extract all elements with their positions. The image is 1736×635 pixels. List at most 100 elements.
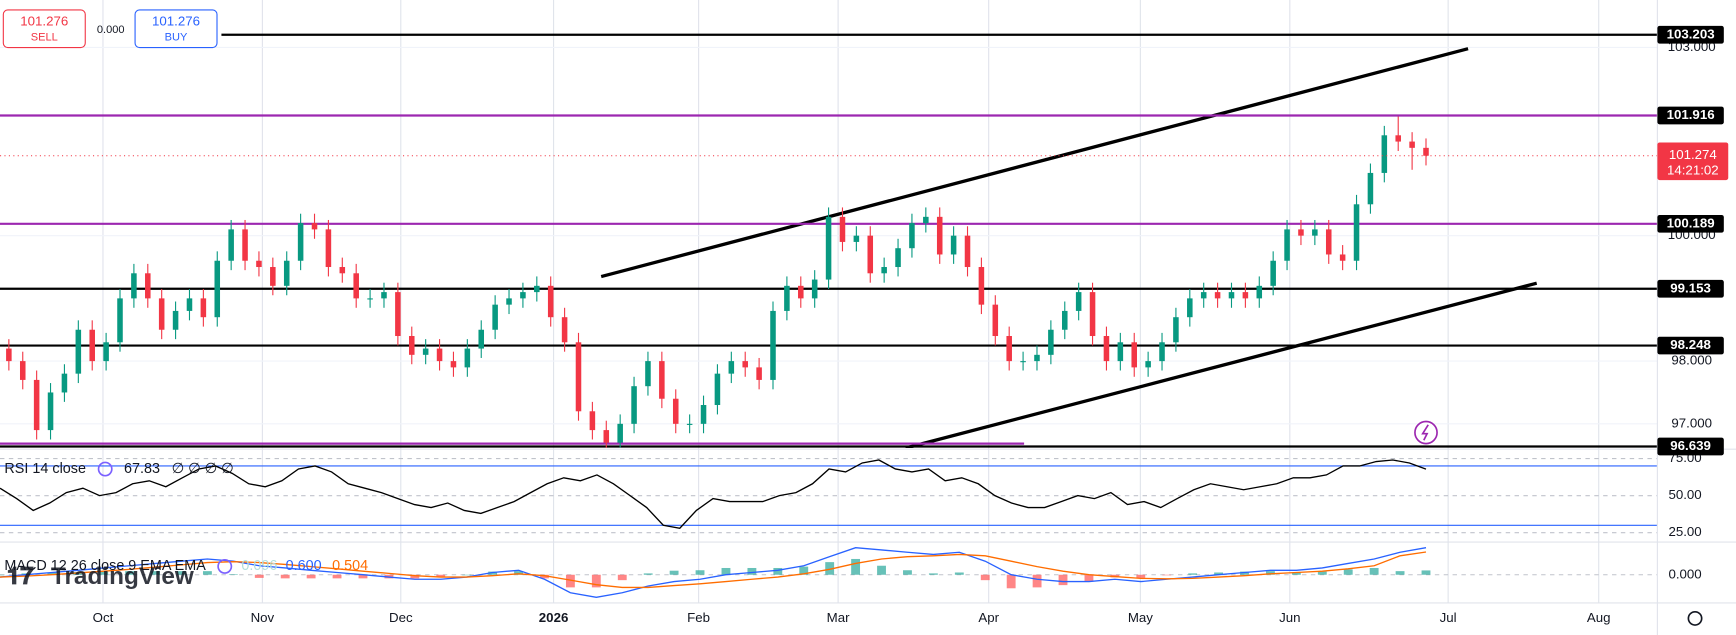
candle-body [1214, 292, 1221, 299]
candle-body [1367, 172, 1374, 205]
trend-line [600, 47, 1469, 279]
buy-price: 101.276 [152, 14, 200, 29]
price-line-label-bg [1657, 279, 1724, 298]
candle-body [1284, 229, 1290, 261]
histogram-bar [617, 574, 627, 581]
candle-body [784, 285, 790, 311]
histogram-bar [151, 571, 160, 575]
candle-body [19, 361, 26, 380]
histogram-bar [1266, 571, 1275, 575]
histogram-bar [721, 567, 731, 575]
candle-body [506, 298, 512, 305]
candle-body [492, 304, 498, 330]
histogram-bar [332, 574, 342, 579]
candle-body [89, 329, 95, 362]
candle-body [242, 229, 248, 261]
x-tick-label: Mar [827, 610, 850, 625]
histogram-bar [669, 570, 679, 575]
candle-body [798, 285, 804, 299]
histogram-bar [773, 567, 783, 575]
candle-body [770, 310, 776, 380]
y-tick-label: 25.00 [1668, 524, 1701, 539]
logo-mark: 𝟏𝟕 [7, 563, 35, 590]
y-tick-label: 50.00 [1668, 487, 1701, 502]
histogram-bar [514, 571, 523, 575]
histogram-bar [254, 574, 264, 578]
candle-body [1048, 329, 1054, 355]
price-line-label: 101.916 [1667, 107, 1715, 122]
sell-button[interactable] [2, 9, 86, 49]
candle-body [756, 367, 762, 380]
price-line-label-bg [1657, 437, 1724, 456]
histogram-bar [825, 562, 835, 575]
settings-button[interactable] [1687, 610, 1703, 626]
candle-body [395, 292, 401, 337]
candle-body [1034, 354, 1040, 362]
candle-body [436, 348, 443, 362]
settings-icon[interactable] [217, 558, 233, 574]
sell-label: SELL [31, 32, 58, 44]
candle-body [575, 342, 582, 412]
candle-body [478, 329, 485, 349]
signal-line [0, 551, 1427, 589]
x-tick-label: 2026 [539, 610, 569, 625]
x-tick-label: Jul [1440, 610, 1457, 625]
candle-body [1381, 135, 1388, 173]
histogram-bar [540, 574, 549, 579]
candle-body [714, 373, 721, 406]
histogram-bar [1240, 571, 1249, 575]
sell-price: 101.276 [20, 14, 68, 29]
histogram-bar [306, 574, 316, 579]
alert-bolt [1421, 424, 1429, 441]
candle-body [1312, 229, 1318, 236]
price-line-label-bg [1657, 25, 1724, 44]
candle-body [6, 348, 12, 362]
trend-line [905, 281, 1538, 449]
settings-icon[interactable] [97, 461, 113, 477]
price-line-label: 100.189 [1667, 215, 1715, 230]
candle-body [617, 423, 623, 443]
x-tick-label: Feb [687, 610, 710, 625]
candle-body [964, 235, 971, 268]
price-pane [0, 33, 1658, 448]
rsi-legend: RSI 14 close 67.83 ∅ ∅ ∅ ∅ [4, 461, 233, 477]
alert-icon[interactable] [1414, 420, 1438, 445]
price-line-label-bg [1657, 106, 1724, 125]
buy-button[interactable] [134, 9, 218, 49]
candle-body [1173, 317, 1179, 343]
histogram-bar [1162, 574, 1172, 576]
y-tick-label: 97.000 [1671, 415, 1712, 430]
candle-body [1270, 260, 1276, 286]
histogram-bar [1317, 571, 1327, 575]
histogram-bar [410, 574, 420, 579]
histogram-bar [1421, 570, 1431, 575]
candle-body [75, 329, 82, 374]
candle-body [1353, 204, 1360, 261]
candle-body [867, 235, 874, 274]
candle-body [422, 348, 429, 355]
histogram-bar [436, 574, 446, 578]
candle-body [311, 223, 318, 230]
candle-body [520, 292, 526, 299]
x-tick-label: Jun [1279, 610, 1300, 625]
rsi-placeholders: ∅ ∅ ∅ ∅ [172, 461, 234, 477]
candle-body [1325, 229, 1332, 255]
histogram-bar [928, 573, 938, 575]
histogram-bar [202, 571, 212, 575]
histogram-bar [0, 574, 5, 576]
candle-body [659, 361, 665, 399]
candle-body [117, 298, 123, 343]
histogram-bar [1032, 574, 1042, 588]
histogram-bar [1343, 569, 1353, 575]
candle-body [103, 342, 109, 362]
candle-body [1075, 292, 1082, 311]
watermark: 𝟏𝟕 TradingView [7, 563, 194, 590]
candle-body [33, 379, 40, 431]
candle-body [61, 373, 68, 393]
histogram-bar [565, 574, 575, 588]
candle-body [909, 223, 915, 249]
x-tick-label: Apr [978, 610, 999, 625]
candle-body [547, 285, 554, 318]
